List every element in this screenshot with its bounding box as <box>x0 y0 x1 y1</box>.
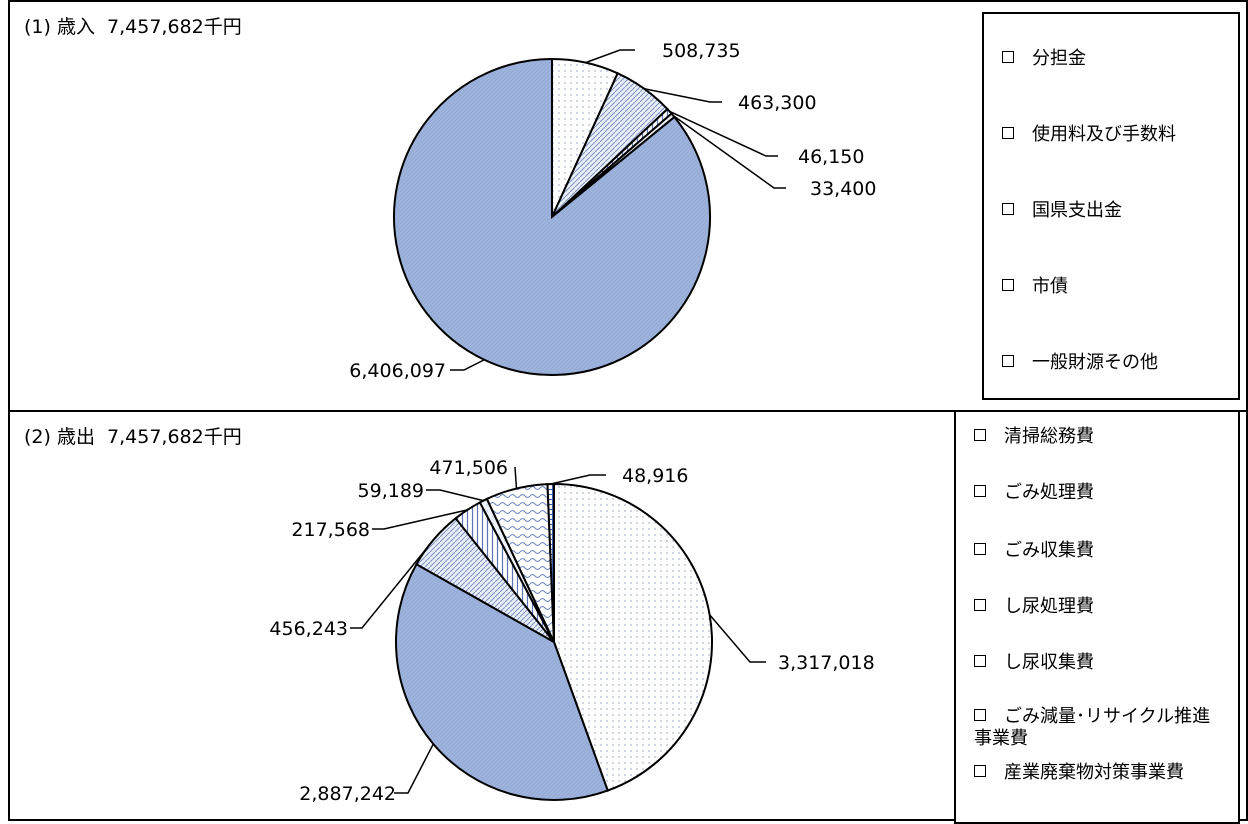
data-label: 48,916 <box>622 465 688 487</box>
leader-line <box>585 49 635 64</box>
legend-swatch <box>1002 51 1014 63</box>
legend-swatch <box>974 599 986 611</box>
legend-label: ごみ処理費 <box>1004 482 1094 503</box>
data-label: 471,506 <box>429 457 508 479</box>
legend-item-ippan: 一般財源その他 <box>1002 352 1158 374</box>
legend-swatch <box>974 655 986 667</box>
leader-line <box>672 114 786 189</box>
leader-line <box>426 489 484 502</box>
legend-label: ごみ減量･リサイクル推進事業費 <box>974 706 1211 749</box>
data-label: 508,735 <box>662 40 741 62</box>
legend-item-sangyo: 産業廃棄物対策事業費 <box>974 762 1224 784</box>
legend-label: 産業廃棄物対策事業費 <box>1004 762 1184 783</box>
data-label: 456,243 <box>269 618 348 640</box>
legend-swatch <box>974 485 986 497</box>
expenditure-panel: (2) 歳出 7,457,682千円 3,317,018 2,887,242 456… <box>8 410 1248 824</box>
expenditure-pie-chart: 3,317,018 2,887,242 456,243 217,568 59,18947… <box>269 457 875 805</box>
expenditure-title: (2) 歳出 7,457,682千円 <box>24 422 248 449</box>
pie-slice <box>395 562 610 801</box>
revenue-pie-chart: 508,735 463,300 46,150 33,400 6,406,097 <box>349 40 876 382</box>
legend-swatch <box>1002 279 1014 291</box>
leader-line <box>644 88 722 103</box>
leader-line <box>372 509 468 530</box>
legend-item-bunpokin: 分担金 <box>1002 48 1086 70</box>
expenditure-title-label: (2) 歳出 <box>24 426 95 448</box>
data-label: 2,887,242 <box>299 783 396 805</box>
legend-item-seiso: 清掃総務費 <box>974 426 1094 448</box>
data-label: 33,400 <box>810 178 876 200</box>
legend-item-shiyoryo: 使用料及び手数料 <box>1002 124 1176 146</box>
data-label: 463,300 <box>738 92 817 114</box>
legend-label: 分担金 <box>1032 48 1086 69</box>
legend-label: 国県支出金 <box>1032 200 1122 221</box>
legend-label: 市債 <box>1032 276 1068 297</box>
legend-item-shinyo-shushu: し尿収集費 <box>974 652 1094 674</box>
legend-swatch <box>974 765 986 777</box>
legend-label: ごみ収集費 <box>1004 540 1094 561</box>
pie-slice <box>393 57 711 376</box>
data-label: 6,406,097 <box>349 360 446 382</box>
legend-label: し尿収集費 <box>1004 652 1094 673</box>
data-label: 3,317,018 <box>778 652 875 674</box>
legend-swatch <box>1002 127 1014 139</box>
legend-item-recycle: ごみ減量･リサイクル推進事業費 <box>974 706 1224 750</box>
legend-item-kokken: 国県支出金 <box>1002 200 1122 222</box>
revenue-total: 7,457,682千円 <box>107 16 242 38</box>
legend-swatch <box>974 709 986 721</box>
legend-label: 清掃総務費 <box>1004 426 1094 447</box>
leader-line <box>709 614 766 663</box>
expenditure-legend: 清掃総務費 ごみ処理費 ごみ収集費 し尿処理費 し尿収集費 ごみ減量･リサイクル… <box>954 410 1240 824</box>
leader-line <box>450 359 485 371</box>
legend-item-shisai: 市債 <box>1002 276 1068 298</box>
revenue-panel: (1) 歳入 7,457,682千円 508,735 463,300 46,150 3… <box>8 0 1248 412</box>
revenue-title-label: (1) 歳入 <box>24 16 95 38</box>
leader-line <box>514 466 518 489</box>
revenue-title: (1) 歳入 7,457,682千円 <box>24 12 248 39</box>
leader-line <box>394 743 434 794</box>
leader-line <box>550 474 606 485</box>
legend-label: 一般財源その他 <box>1032 352 1158 373</box>
legend-swatch <box>974 543 986 555</box>
legend-label: 使用料及び手数料 <box>1032 124 1176 145</box>
legend-item-gomi-shushu: ごみ収集費 <box>974 540 1094 562</box>
data-label: 46,150 <box>798 146 864 168</box>
legend-item-shinyo-shori: し尿処理費 <box>974 596 1094 618</box>
expenditure-total: 7,457,682千円 <box>107 426 242 448</box>
data-label: 59,189 <box>358 480 424 502</box>
pie-slice <box>553 482 713 792</box>
data-label: 217,568 <box>291 519 370 541</box>
leader-line <box>669 110 778 157</box>
legend-swatch <box>1002 203 1014 215</box>
legend-swatch <box>974 429 986 441</box>
legend-label: し尿処理費 <box>1004 596 1094 617</box>
legend-swatch <box>1002 355 1014 367</box>
leader-line <box>350 538 435 629</box>
legend-item-gomi-shori: ごみ処理費 <box>974 482 1094 504</box>
revenue-legend: 分担金 使用料及び手数料 国県支出金 市債 一般財源その他 <box>982 12 1240 400</box>
